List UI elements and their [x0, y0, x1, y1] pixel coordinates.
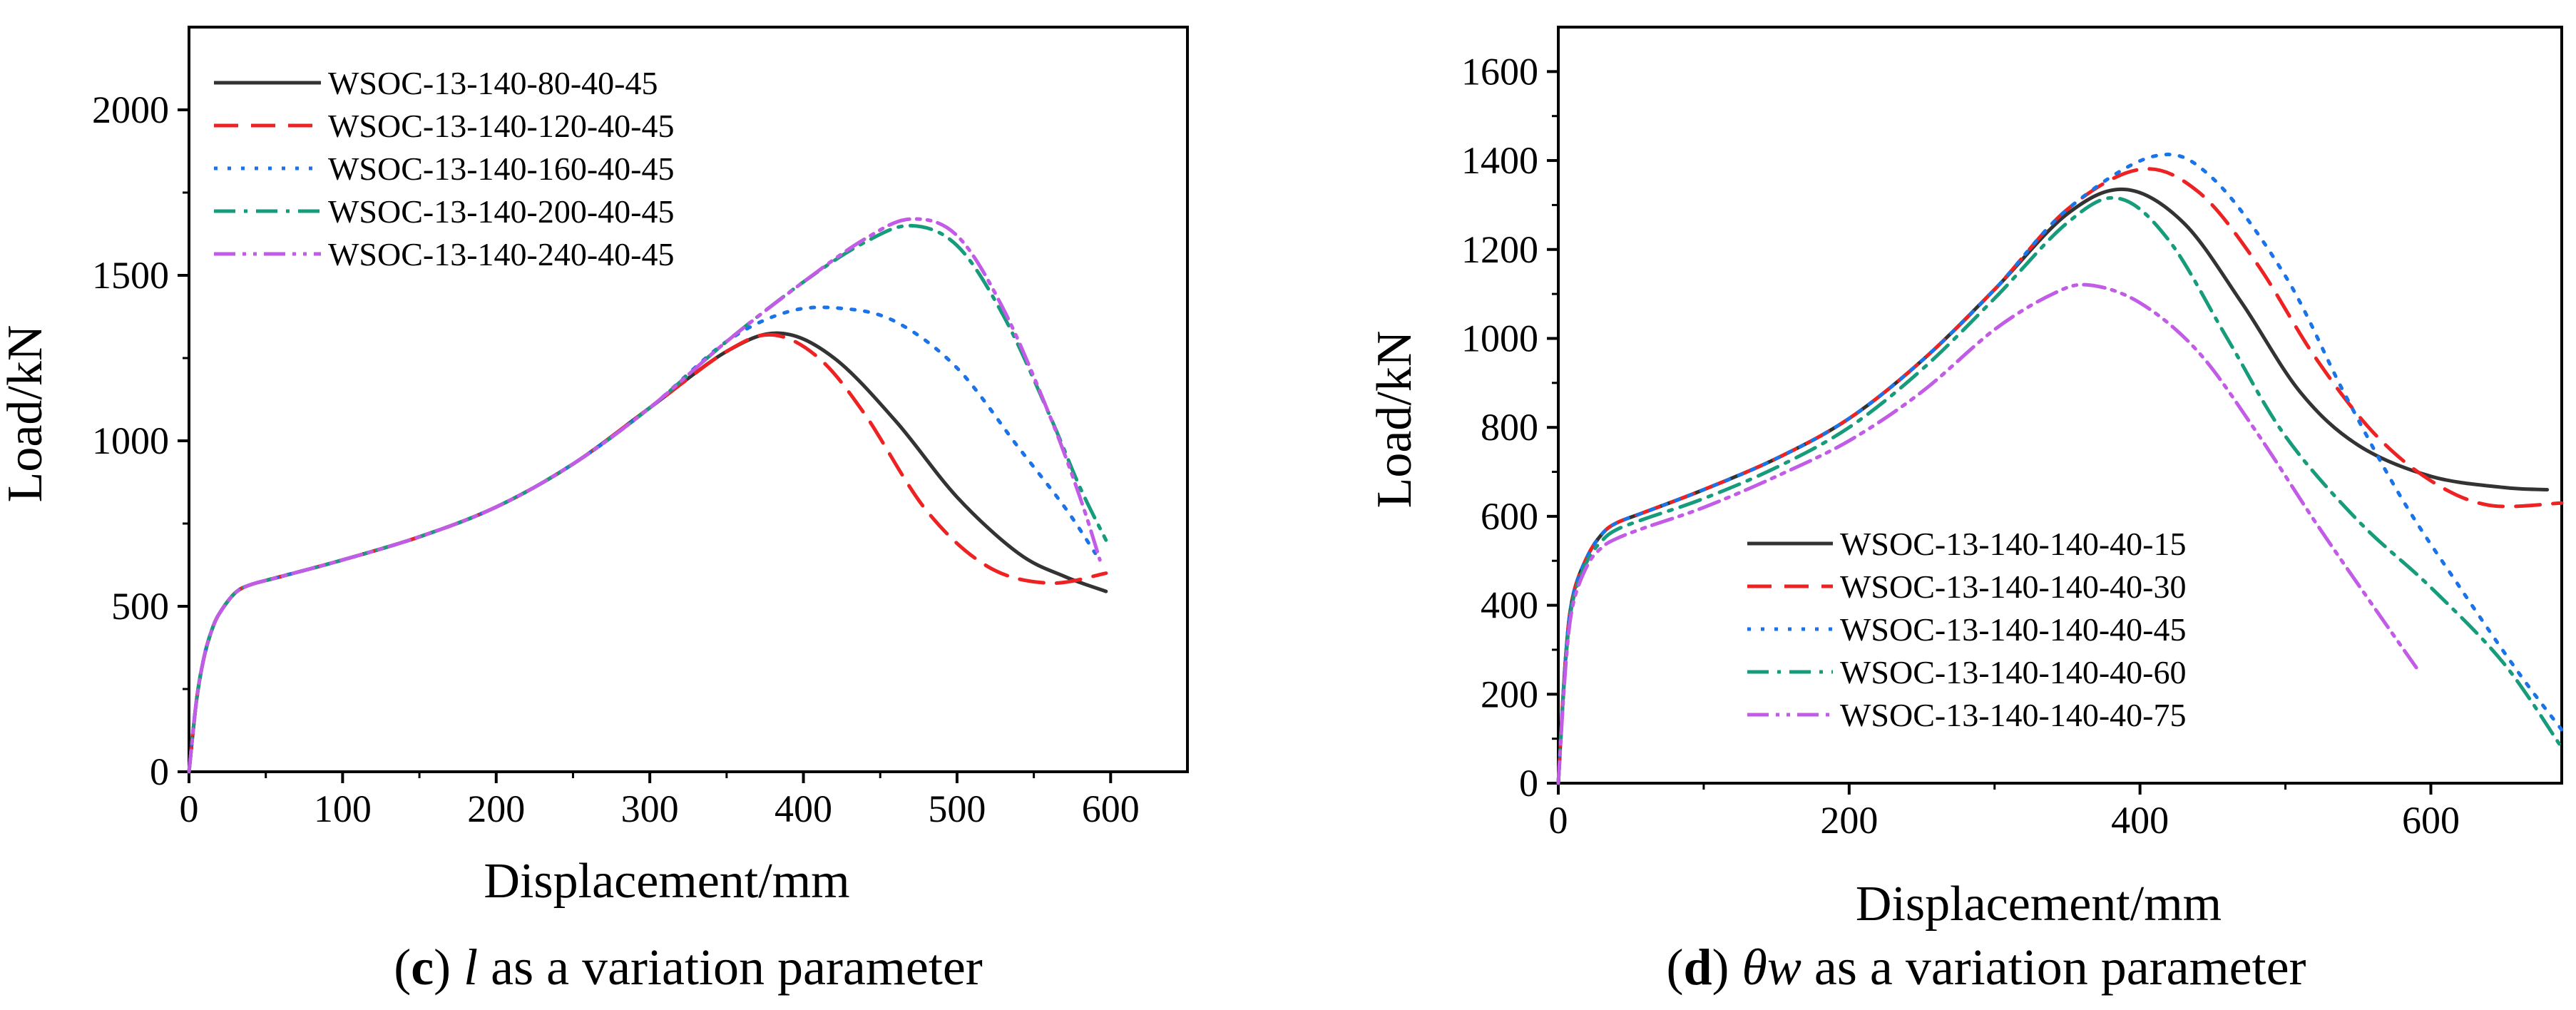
- panel-caption: (c) l as a variation parameter: [394, 939, 983, 996]
- series-line-1: [1556, 187, 2550, 785]
- series-line-5: [187, 217, 1102, 774]
- y-tick-label: 0: [1519, 762, 1538, 805]
- caption-open: (: [394, 939, 411, 996]
- y-tick-label: 800: [1481, 406, 1538, 449]
- legend-label-5: WSOC-13-140-140-40-75: [1840, 697, 2187, 733]
- x-tick-label: 200: [1820, 799, 1878, 842]
- legend-label-5: WSOC-13-140-240-40-45: [328, 236, 675, 272]
- y-axis-title: Load/kN: [0, 325, 53, 503]
- caption-close: ): [434, 939, 451, 996]
- panel-caption: (d) θw as a variation parameter: [1666, 939, 2306, 996]
- legend-label-3: WSOC-13-140-140-40-45: [1840, 611, 2187, 648]
- y-axis-title: Load/kN: [1367, 331, 1422, 509]
- x-tick-label: 600: [2402, 799, 2460, 842]
- y-tick-label: 600: [1481, 495, 1538, 538]
- chart-panel-d: 0 200 400 600 0 200 400 600 800 1000 1200 1400 1600 D…: [1367, 26, 2564, 996]
- y-tick-label: 500: [111, 585, 169, 628]
- series-line-2: [1556, 167, 2564, 785]
- y-tick-label: 1600: [1461, 50, 1538, 93]
- series-line-4: [187, 223, 1108, 774]
- caption-letter: d: [1683, 939, 1712, 996]
- plot-frame: [188, 26, 1189, 773]
- y-tick-label: 0: [150, 750, 169, 793]
- legend-label-4: WSOC-13-140-140-40-60: [1840, 654, 2187, 690]
- legend-label-3: WSOC-13-140-160-40-45: [328, 151, 675, 187]
- y-tick-label: 200: [1481, 673, 1538, 715]
- legend-label-2: WSOC-13-140-140-40-30: [1840, 568, 2187, 605]
- y-tick-label: 1500: [92, 254, 169, 297]
- caption-rest: as a variation parameter: [1801, 939, 2306, 996]
- y-tick-label: 2000: [92, 88, 169, 131]
- x-tick-label: 0: [180, 787, 199, 830]
- caption-letter: c: [411, 939, 434, 996]
- plot-frame: [1557, 26, 2563, 785]
- x-tick-label: 0: [1549, 799, 1568, 842]
- y-tick-label: 1000: [92, 419, 169, 462]
- y-tick-label: 1400: [1461, 139, 1538, 182]
- series-line-4: [1556, 195, 2564, 785]
- legend-label-2: WSOC-13-140-120-40-45: [328, 108, 675, 144]
- x-tick-label: 300: [621, 787, 679, 830]
- y-tick-label: 1200: [1461, 228, 1538, 271]
- caption-variable: l: [464, 939, 478, 996]
- chart-panel-c: 0 100 200 300 400 500 600 0 500 1000 1500 2000 Displ…: [0, 26, 1189, 996]
- x-tick-label: 200: [467, 787, 525, 830]
- x-tick-label: 100: [314, 787, 372, 830]
- y-tick-label: 400: [1481, 584, 1538, 627]
- x-tick-label: 400: [2111, 799, 2169, 842]
- x-axis-title: Displacement/mm: [1856, 877, 2222, 932]
- x-axis-title: Displacement/mm: [484, 854, 849, 909]
- x-tick-label: 400: [775, 787, 832, 830]
- series-line-3: [187, 305, 1098, 774]
- x-tick-label: 500: [928, 787, 986, 830]
- series-line-3: [1556, 153, 2564, 785]
- x-tick-label: 600: [1082, 787, 1140, 830]
- y-tick-label: 1000: [1461, 317, 1538, 359]
- series-line-5: [1556, 282, 2418, 785]
- legend-label-1: WSOC-13-140-80-40-45: [328, 65, 658, 101]
- caption-close: ): [1712, 939, 1729, 996]
- series-line-2: [187, 332, 1108, 774]
- legend-label-1: WSOC-13-140-140-40-15: [1840, 526, 2187, 562]
- caption-variable: θw: [1742, 939, 1801, 996]
- caption-open: (: [1666, 939, 1683, 996]
- caption-rest: as a variation parameter: [478, 939, 983, 996]
- legend-label-4: WSOC-13-140-200-40-45: [328, 193, 675, 230]
